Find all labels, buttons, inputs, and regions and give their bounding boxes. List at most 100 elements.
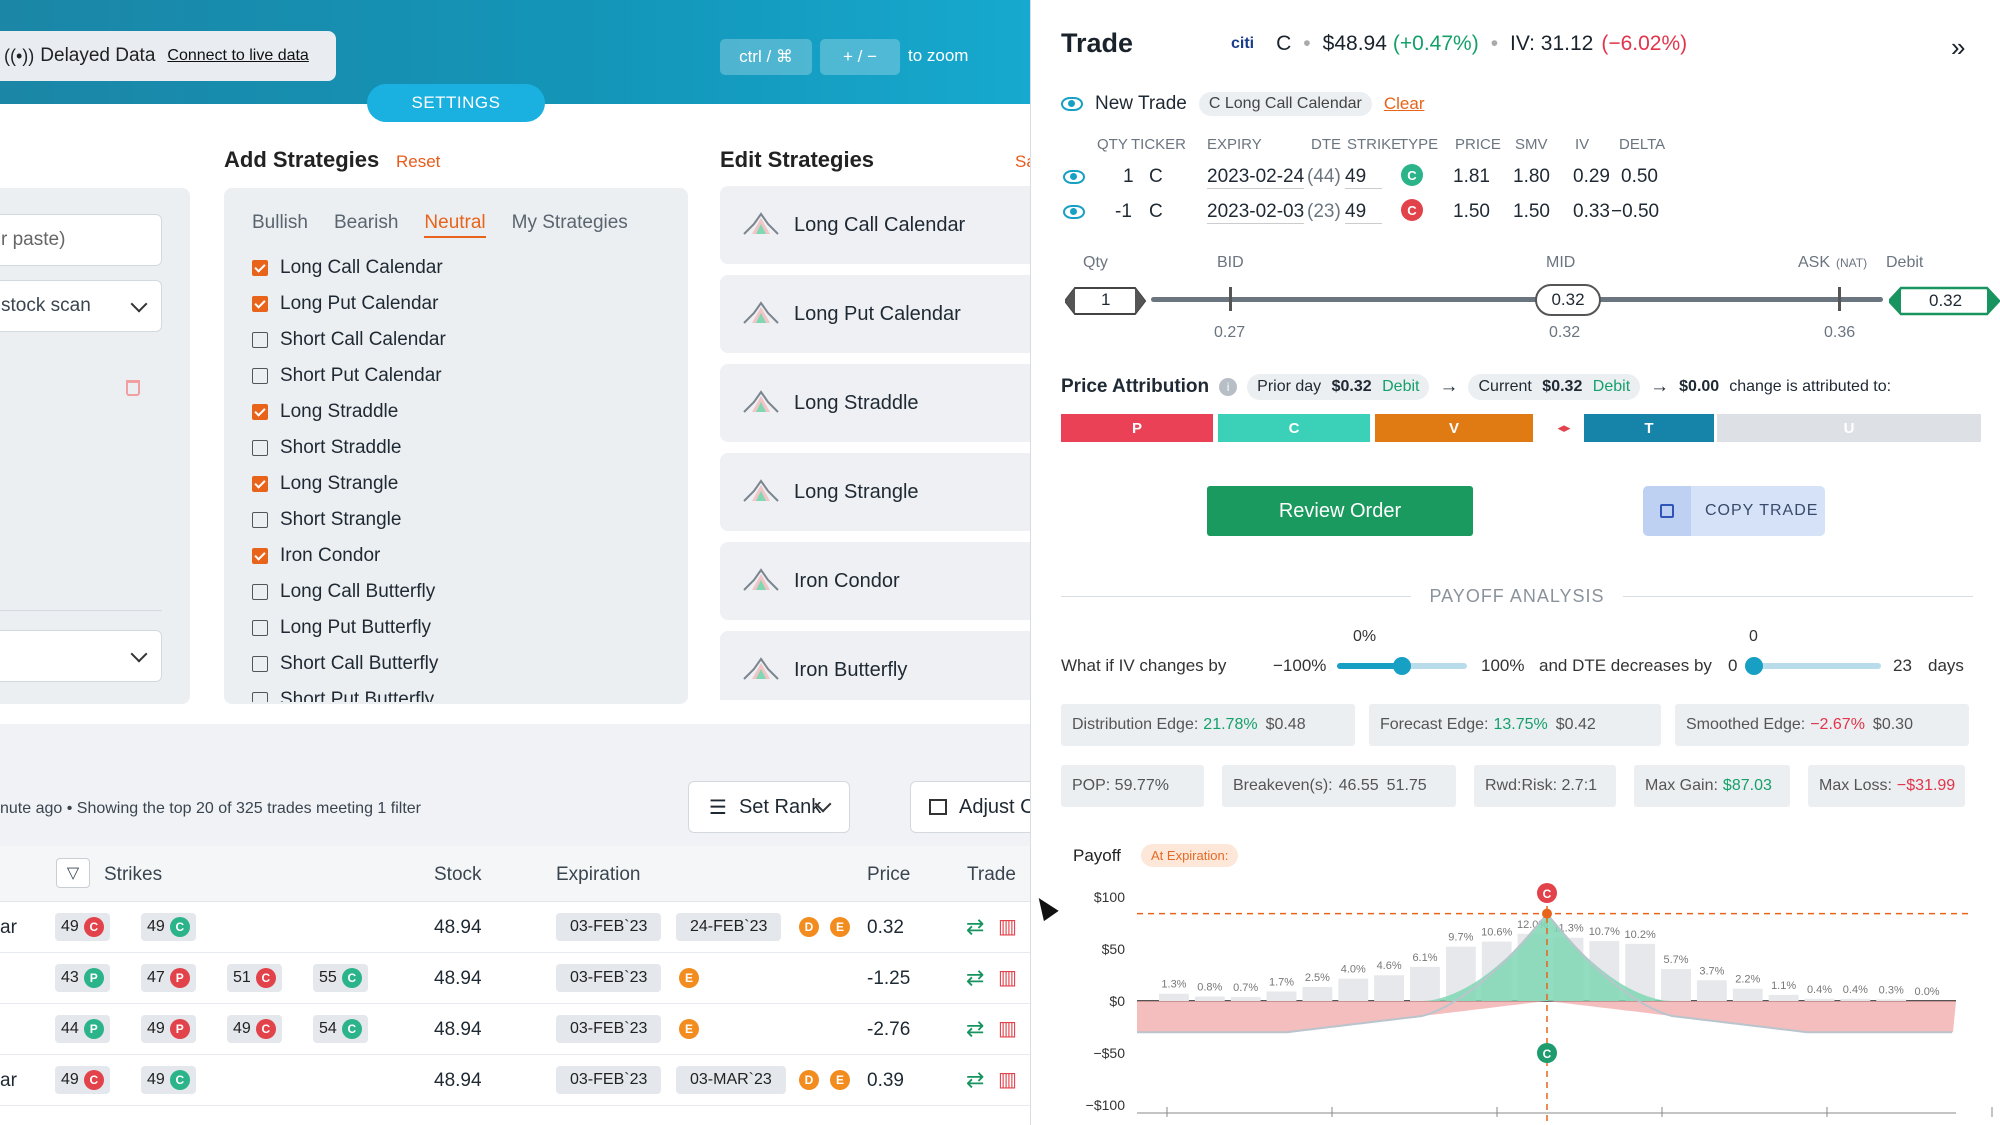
strategy-checkbox-row[interactable]: Short Call Calendar (252, 322, 672, 358)
iv-slider-knob[interactable] (1393, 657, 1411, 675)
attr-seg-v[interactable]: V (1375, 414, 1533, 442)
tab-bullish[interactable]: Bullish (252, 212, 308, 233)
table-row[interactable]: ar 49 C 49 C 48.94 03-FEB`23 03-MAR`23 D E 0.39 ⇄ ▥ (0, 1055, 1030, 1106)
tab-my-strategies[interactable]: My Strategies (511, 212, 628, 233)
edit-strategy-item[interactable]: Iron Butterfly (720, 631, 1030, 700)
debit-stepper[interactable]: 0.32 (1887, 286, 2000, 316)
iv-slider[interactable] (1337, 657, 1467, 675)
leg-strike-select[interactable]: 49 (1345, 166, 1383, 189)
slider-track[interactable] (1151, 297, 1883, 302)
settings-button[interactable]: SETTINGS (367, 84, 545, 122)
col-trade[interactable]: Trade (967, 864, 1016, 885)
trash-icon[interactable] (126, 380, 140, 396)
chart-icon[interactable]: ▥ (998, 916, 1017, 938)
tab-bearish[interactable]: Bearish (333, 212, 399, 233)
leg-type-badge[interactable]: C (1401, 199, 1423, 221)
set-rank-button[interactable]: ☰ Set Rank (688, 781, 850, 833)
at-expiration-badge[interactable]: At Expiration: (1141, 844, 1239, 867)
collapse-panel-icon[interactable]: » (1951, 32, 1966, 62)
strategy-checkbox-row[interactable]: Short Put Butterfly (252, 682, 672, 702)
swap-icon[interactable]: ⇄ (966, 1067, 985, 1092)
payoff-chart[interactable]: $100 $50 $0 −$50 −$100 1.3% 0.8% 0.7% 1.7% 2.5% 4.… (1031, 870, 1999, 1125)
checkbox-icon[interactable] (252, 368, 268, 384)
strategy-checkbox-row[interactable]: Short Call Butterfly (252, 646, 672, 682)
mid-handle[interactable]: 0.32 (1535, 284, 1601, 316)
strategy-checkbox-row[interactable]: Long Call Calendar (252, 250, 672, 286)
leg-expiry-select[interactable]: 2023-02-24 (1207, 166, 1305, 189)
checkbox-icon[interactable] (252, 332, 268, 348)
scan-select[interactable]: stock scan (0, 280, 162, 332)
checkbox-checked-icon[interactable] (252, 548, 268, 564)
strategy-checkbox-row[interactable]: Long Put Butterfly (252, 610, 672, 646)
attr-seg-p[interactable]: P (1061, 414, 1213, 442)
dte-slider-knob[interactable] (1745, 657, 1763, 675)
strategy-checkbox-row[interactable]: Iron Condor (252, 538, 672, 574)
trade-leg-row[interactable]: -1 C 2023-02-03 (23) 49 C 1.50 1.50 0.33 −0.50 (1061, 197, 1961, 227)
col-expiration[interactable]: Expiration (556, 864, 641, 885)
connect-live-link[interactable]: Connect to live data (167, 47, 309, 64)
checkbox-checked-icon[interactable] (252, 296, 268, 312)
col-stock[interactable]: Stock (434, 864, 482, 885)
eye-icon[interactable] (1063, 205, 1085, 219)
adjust-columns-button[interactable]: Adjust C (910, 781, 1030, 833)
checkbox-checked-icon[interactable] (252, 260, 268, 276)
table-row[interactable]: ar 49 C 49 C 48.94 03-FEB`23 24-FEB`23 D E 0.32 ⇄ ▥ (0, 902, 1030, 953)
strategy-checkbox-row[interactable]: Short Strangle (252, 502, 672, 538)
checkbox-icon[interactable] (252, 440, 268, 456)
tab-neutral[interactable]: Neutral (424, 212, 486, 238)
strategy-checkbox-row[interactable]: Short Put Calendar (252, 358, 672, 394)
checkbox-checked-icon[interactable] (252, 476, 268, 492)
leg-strike-select[interactable]: 49 (1345, 201, 1383, 224)
chart-icon[interactable]: ▥ (998, 1018, 1017, 1040)
eye-icon[interactable] (1061, 97, 1083, 111)
checkbox-icon[interactable] (252, 512, 268, 528)
strategy-checkbox-row[interactable]: Long Strangle (252, 466, 672, 502)
col-strikes[interactable]: Strikes (104, 864, 163, 885)
payoff-diagram-icon (743, 657, 779, 680)
attr-seg-t[interactable]: T (1584, 414, 1714, 442)
attr-seg-c[interactable]: C (1218, 414, 1370, 442)
swap-icon[interactable]: ⇄ (966, 1016, 985, 1041)
clear-link[interactable]: Clear (1383, 94, 1425, 113)
leg-type-badge[interactable]: C (1401, 164, 1423, 186)
leg-expiry-select[interactable]: 2023-02-03 (1207, 201, 1305, 224)
strategy-checkbox-row[interactable]: Long Straddle (252, 394, 672, 430)
table-row[interactable]: 43 P 47 P 51 C 55 C 48.94 03-FEB`23 E -1.25 ⇄ ▥ (0, 953, 1030, 1004)
save-link[interactable]: Sa (1015, 152, 1030, 171)
swap-icon[interactable]: ⇄ (966, 914, 985, 939)
edit-strategy-item[interactable]: Long Strangle (720, 453, 1030, 531)
edit-strategy-item[interactable]: Long Straddle (720, 364, 1030, 442)
edit-strategy-item[interactable]: Long Call Calendar (720, 186, 1030, 264)
qty-stepper[interactable]: 1 (1063, 286, 1147, 315)
filter-select[interactable] (0, 630, 162, 682)
table-row[interactable]: 44 P 49 P 49 C 54 C 48.94 03-FEB`23 E -2.76 ⇄ ▥ (0, 1004, 1030, 1055)
probability-bar (1696, 980, 1727, 1001)
quote-change: (+0.47%) (1392, 32, 1479, 55)
trade-leg-row[interactable]: 1 C 2023-02-24 (44) 49 C 1.81 1.80 0.29 0.50 (1061, 162, 1961, 192)
current-chip: Current $0.32 Debit (1468, 374, 1641, 400)
strategy-checkbox-row[interactable]: Long Call Butterfly (252, 574, 672, 610)
review-order-button[interactable]: Review Order (1207, 486, 1473, 536)
attr-seg-u[interactable]: U (1717, 414, 1981, 442)
copy-trade-button[interactable]: COPY TRADE (1643, 486, 1825, 536)
chart-icon[interactable]: ▥ (998, 1069, 1017, 1091)
filter-icon[interactable]: ▽ (56, 858, 90, 888)
checkbox-icon[interactable] (252, 584, 268, 600)
edit-strategy-item[interactable]: Long Put Calendar (720, 275, 1030, 353)
checkbox-checked-icon[interactable] (252, 404, 268, 420)
info-icon[interactable]: i (1219, 378, 1238, 396)
search-input[interactable]: r paste) (0, 214, 162, 266)
eye-icon[interactable] (1063, 170, 1085, 184)
checkbox-icon[interactable] (252, 656, 268, 672)
col-price[interactable]: Price (867, 864, 911, 885)
edit-strategy-item[interactable]: Iron Condor (720, 542, 1030, 620)
chart-icon[interactable]: ▥ (998, 967, 1017, 989)
swap-icon[interactable]: ⇄ (966, 965, 985, 990)
reset-link[interactable]: Reset (396, 152, 441, 171)
breakeven-stat: Breakeven(s): 46.55 51.75 (1222, 765, 1456, 807)
checkbox-icon[interactable] (252, 692, 268, 702)
strategy-checkbox-row[interactable]: Short Straddle (252, 430, 672, 466)
strategy-checkbox-row[interactable]: Long Put Calendar (252, 286, 672, 322)
checkbox-icon[interactable] (252, 620, 268, 636)
dte-slider[interactable] (1745, 657, 1881, 675)
